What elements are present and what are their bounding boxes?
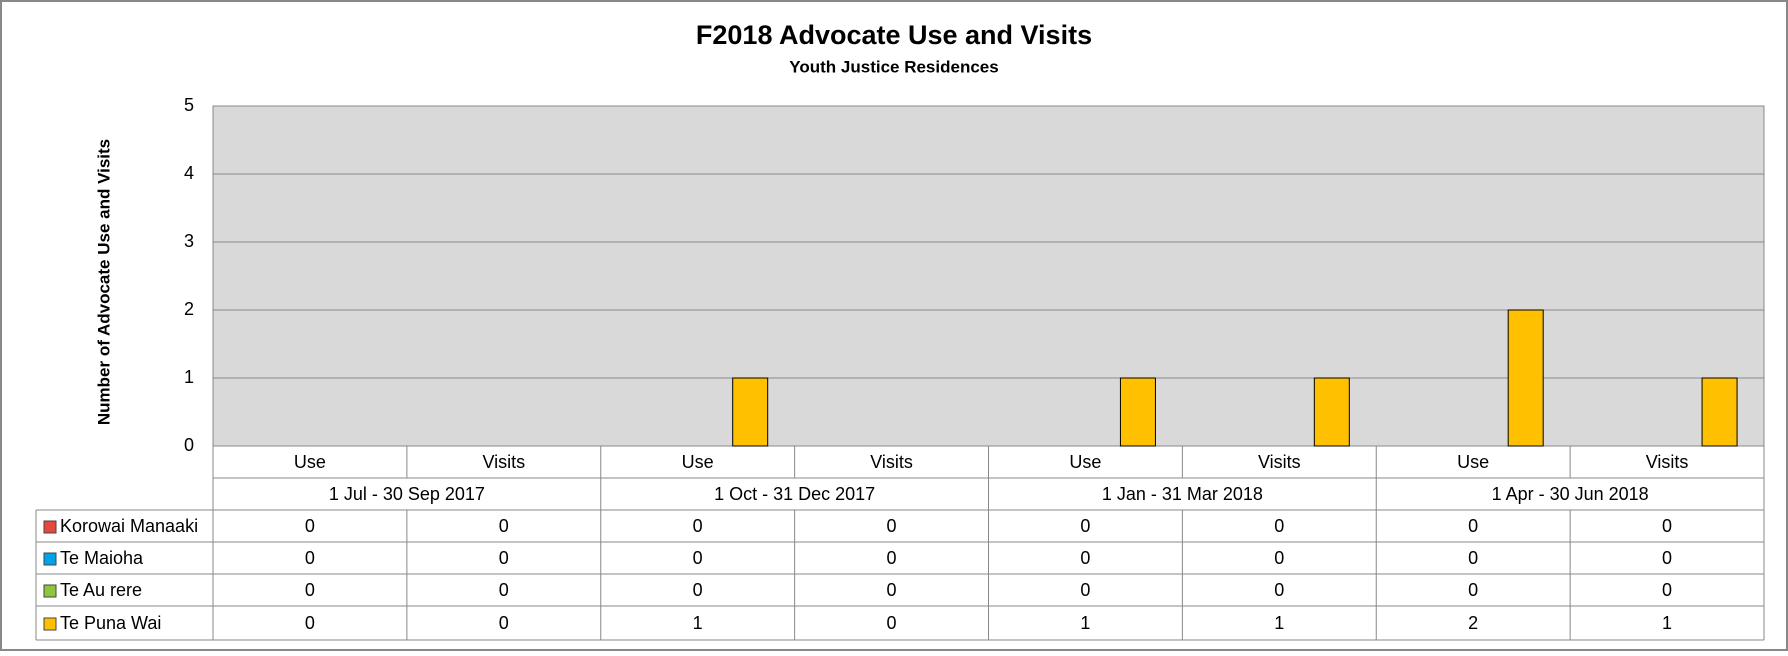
legend-key: [43, 584, 57, 598]
x-tick-label: Visits: [482, 452, 525, 472]
x-group-label: 1 Jul - 30 Sep 2017: [329, 484, 485, 504]
legend-key: [43, 617, 57, 631]
table-value: 1: [1662, 613, 1672, 633]
y-tick-label: 3: [184, 231, 194, 251]
legend-label: Te Au rere: [60, 580, 142, 600]
legend-label: Te Puna Wai: [60, 613, 161, 633]
table-value: 1: [1274, 613, 1284, 633]
y-tick-label: 2: [184, 299, 194, 319]
x-group-label: 1 Oct - 31 Dec 2017: [714, 484, 875, 504]
x-tick-label: Use: [294, 452, 326, 472]
legend-key: [43, 552, 57, 566]
table-value: 0: [1468, 548, 1478, 568]
x-group-label: 1 Jan - 31 Mar 2018: [1102, 484, 1263, 504]
table-value: 1: [693, 613, 703, 633]
legend-label: Korowai Manaaki: [60, 516, 198, 536]
table-value: 0: [1274, 548, 1284, 568]
x-group-label: 1 Apr - 30 Jun 2018: [1492, 484, 1649, 504]
table-value: 0: [305, 613, 315, 633]
table-value: 0: [693, 580, 703, 600]
table-value: 0: [1080, 580, 1090, 600]
chart-title: F2018 Advocate Use and Visits: [696, 20, 1092, 50]
x-tick-label: Visits: [870, 452, 913, 472]
y-tick-label: 0: [184, 435, 194, 455]
legend-key: [43, 520, 57, 534]
table-value: 0: [887, 548, 897, 568]
y-tick-label: 5: [184, 95, 194, 115]
y-tick-label: 4: [184, 163, 194, 183]
table-value: 0: [1468, 580, 1478, 600]
x-tick-label: Use: [1457, 452, 1489, 472]
x-tick-label: Visits: [1646, 452, 1689, 472]
bar: [1313, 377, 1350, 447]
bar: [1701, 377, 1738, 447]
table-value: 0: [1274, 516, 1284, 536]
bar: [1119, 377, 1156, 447]
table-value: 0: [305, 580, 315, 600]
table-value: 0: [887, 580, 897, 600]
table-value: 2: [1468, 613, 1478, 633]
bar: [1507, 309, 1544, 447]
table-value: 0: [499, 548, 509, 568]
x-tick-label: Visits: [1258, 452, 1301, 472]
table-value: 0: [305, 516, 315, 536]
y-tick-label: 1: [184, 367, 194, 387]
chart-subtitle: Youth Justice Residences: [789, 57, 998, 76]
table-value: 0: [499, 516, 509, 536]
y-axis-label: Number of Advocate Use and Visits: [94, 139, 113, 425]
table-value: 0: [1468, 516, 1478, 536]
table-value: 0: [1662, 580, 1672, 600]
table-value: 0: [1662, 516, 1672, 536]
x-tick-label: Use: [1069, 452, 1101, 472]
table-value: 0: [1080, 516, 1090, 536]
table-value: 1: [1080, 613, 1090, 633]
table-value: 0: [887, 516, 897, 536]
table-value: 0: [499, 613, 509, 633]
table-value: 0: [305, 548, 315, 568]
table-value: 0: [1274, 580, 1284, 600]
table-value: 0: [1080, 548, 1090, 568]
table-value: 0: [887, 613, 897, 633]
bar: [732, 377, 769, 447]
table-value: 0: [499, 580, 509, 600]
legend-label: Te Maioha: [60, 548, 144, 568]
table-value: 0: [693, 516, 703, 536]
table-value: 0: [693, 548, 703, 568]
x-tick-label: Use: [682, 452, 714, 472]
plot-area: [212, 105, 1765, 447]
table-value: 0: [1662, 548, 1672, 568]
